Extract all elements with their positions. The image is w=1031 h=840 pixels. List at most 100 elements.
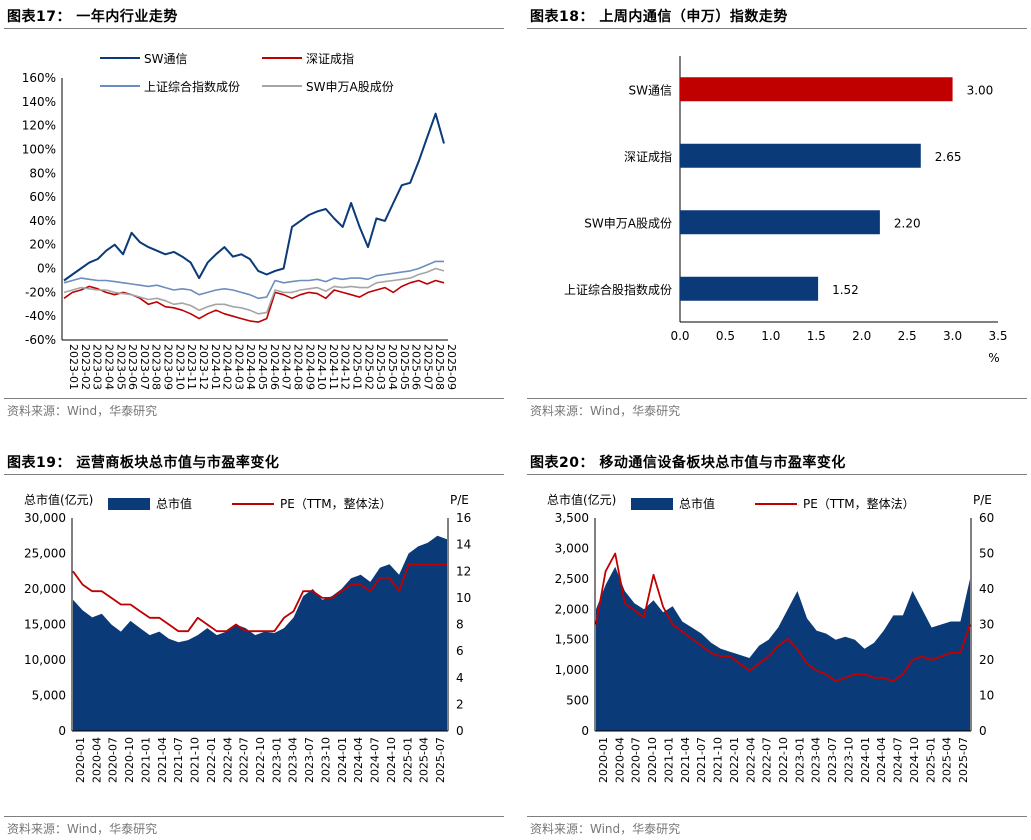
fig18-x-tick-label: 3.0 [943, 329, 962, 343]
fig19-x-tick-label: 2025-01 [401, 737, 414, 783]
fig17-chart: -60% -40% -20% 0% 20% 40% 60% 80% 100% 120% 140% 16… [22, 51, 458, 390]
fig19-x-tick-label: 2020-04 [90, 737, 103, 783]
fig17-y-tick-label: 40% [29, 214, 56, 228]
fig17-y-tick-label: 20% [29, 238, 56, 252]
fig18-chart: 0.0 0.5 1.0 1.5 2.0 2.5 3.0 3.5% SW通信 3.00 深证成指 2.6… [564, 56, 1008, 365]
fig20-y2-label: P/E [973, 493, 992, 507]
fig18-bar [680, 276, 819, 301]
fig18-category-label: 上证综合股指数成份 [564, 282, 672, 297]
fig20-source: 资料来源：Wind，华泰研究 [530, 822, 681, 836]
fig19-x-tick-label: 2023-04 [287, 737, 300, 783]
fig20-x-tick-label: 2020-07 [630, 737, 643, 783]
fig19-source: 资料来源：Wind，华泰研究 [7, 822, 158, 836]
fig17-x-tick-label: 2023-03 [91, 344, 104, 390]
fig20-y1-tick-label: 2,000 [555, 602, 589, 616]
fig20-y1-tick-label: 0 [581, 724, 589, 738]
fig20-y2-tick-label: 40 [979, 582, 994, 596]
fig19-chart: 总市值 PE（TTM，整体法） 总市值(亿元) P/E 0 5,000 10,000 15,0… [24, 492, 471, 783]
fig19-x-tick-label: 2022-07 [238, 737, 251, 783]
fig17-x-tick-label: 2023-06 [126, 344, 139, 390]
fig20-y1-tick-label: 500 [566, 694, 589, 708]
fig19-area-series [73, 535, 447, 731]
fig19-y1-tick-label: 10,000 [24, 653, 66, 667]
fig20-y1-tick-label: 1,500 [555, 633, 589, 647]
fig20-y2-tick-label: 30 [979, 618, 994, 632]
fig17-x-tick-label: 2024-05 [256, 344, 269, 390]
fig19-y2-tick-label: 14 [456, 538, 471, 552]
fig18-category-label: SW通信 [629, 83, 672, 97]
fig17-legend-label: SW申万A股成份 [306, 80, 394, 94]
fig18-x-tick-label: 0.5 [716, 329, 735, 343]
fig18-x-tick-label: 2.5 [898, 329, 917, 343]
fig19-y1-tick-label: 25,000 [24, 547, 66, 561]
fig20-x-tick-label: 2023-10 [842, 737, 855, 783]
fig17-x-tick-label: 2025-01 [351, 344, 364, 390]
fig17-series-line [63, 112, 445, 282]
fig20-legend-swatch [631, 498, 673, 510]
fig19-x-tick-label: 2020-10 [123, 737, 136, 783]
fig20-x-tick-label: 2025-07 [957, 737, 970, 783]
fig17-x-tick-label: 2024-12 [339, 344, 352, 390]
fig20-x-tick-label: 2021-01 [662, 737, 675, 783]
fig17-x-tick-label: 2024-10 [315, 344, 328, 390]
fig17-x-tick-label: 2024-07 [280, 344, 293, 390]
fig19-y2-tick-label: 10 [456, 591, 471, 605]
fig19-y2-tick-label: 16 [456, 511, 471, 525]
fig19-title: 图表19： 运营商板块总市值与市盈率变化 [7, 455, 280, 471]
fig19-y2-tick-label: 8 [456, 618, 464, 632]
fig18-x-tick-label: 0.0 [670, 329, 689, 343]
fig17-x-tick-label: 2023-08 [150, 344, 163, 390]
fig17-x-tick-label: 2024-06 [268, 344, 281, 390]
fig17-y-tick-label: -40% [25, 309, 56, 323]
fig17-legend-label: 深证成指 [306, 51, 354, 66]
fig18-panel: 图表18： 上周内通信（申万）指数走势 0.0 0.5 1.0 1.5 2.0 2.5 3.… [523, 0, 1031, 420]
fig17-series-line [63, 279, 445, 323]
fig17-legend-label: SW通信 [144, 52, 187, 66]
fig17-x-tick-label: 2024-03 [232, 344, 245, 390]
fig18-x-tick-label: 2.0 [852, 329, 871, 343]
fig18-category-label: SW申万A股成份 [584, 216, 672, 230]
fig19-pe-line [72, 563, 447, 633]
fig17-x-tick-label: 2025-04 [386, 344, 399, 390]
fig17-x-tick-label: 2023-02 [79, 344, 92, 390]
fig19-title-rule [4, 474, 504, 475]
fig17-y-tick-label: 140% [22, 95, 56, 109]
fig17-x-tick-label: 2025-09 [445, 344, 458, 390]
fig17-title: 图表17： 一年内行业走势 [7, 9, 178, 25]
fig19-x-tick-label: 2024-04 [352, 737, 365, 783]
fig17-y-tick-label: -20% [25, 285, 56, 299]
fig20-x-tick-label: 2023-04 [810, 737, 823, 783]
fig20-legend-label: 总市值 [679, 496, 715, 511]
fig19-x-tick-label: 2022-01 [205, 737, 218, 783]
fig17-x-tick-label: 2024-01 [209, 344, 222, 390]
fig20-x-tick-label: 2024-10 [908, 737, 921, 783]
fig19-x-tick-label: 2023-10 [319, 737, 332, 783]
fig17-y-tick-label: 0% [37, 262, 56, 276]
fig17-y-tick-label: 80% [29, 166, 56, 180]
fig17-x-tick-label: 2025-03 [374, 344, 387, 390]
fig20-x-tick-label: 2020-04 [613, 737, 626, 783]
fig20-x-tick-label: 2024-01 [859, 737, 872, 783]
fig17-y-tick-label: -60% [25, 333, 56, 347]
fig20-x-tick-label: 2022-04 [744, 737, 757, 783]
fig20-area-series [596, 566, 970, 731]
fig17-title-rule [4, 28, 504, 29]
fig20-x-tick-label: 2022-10 [777, 737, 790, 783]
fig17-source: 资料来源：Wind，华泰研究 [7, 404, 158, 418]
fig18-value-label: 2.20 [894, 216, 921, 230]
fig20-x-tick-label: 2020-10 [646, 737, 659, 783]
fig19-source-rule [4, 816, 504, 817]
fig19-y2-tick-label: 0 [456, 724, 464, 738]
fig20-pe-line [595, 552, 971, 683]
fig17-x-tick-label: 2023-10 [173, 344, 186, 390]
fig20-x-tick-label: 2021-10 [712, 737, 725, 783]
fig20-y2-tick-label: 10 [979, 689, 994, 703]
fig19-x-tick-label: 2025-07 [434, 737, 447, 783]
fig18-value-label: 2.65 [935, 150, 962, 164]
fig20-chart: 总市值 PE（TTM，整体法）总市值(亿元) P/E05001,0001,5002,… [547, 492, 994, 783]
fig20-panel: 图表20： 移动通信设备板块总市值与市盈率变化 总市值 PE（TTM，整体法） 总市… [523, 444, 1031, 840]
fig19-x-tick-label: 2022-04 [221, 737, 234, 783]
fig17-x-tick-label: 2024-08 [291, 344, 304, 390]
fig20-x-tick-label: 2023-07 [826, 737, 839, 783]
fig19-x-tick-label: 2021-10 [189, 737, 202, 783]
